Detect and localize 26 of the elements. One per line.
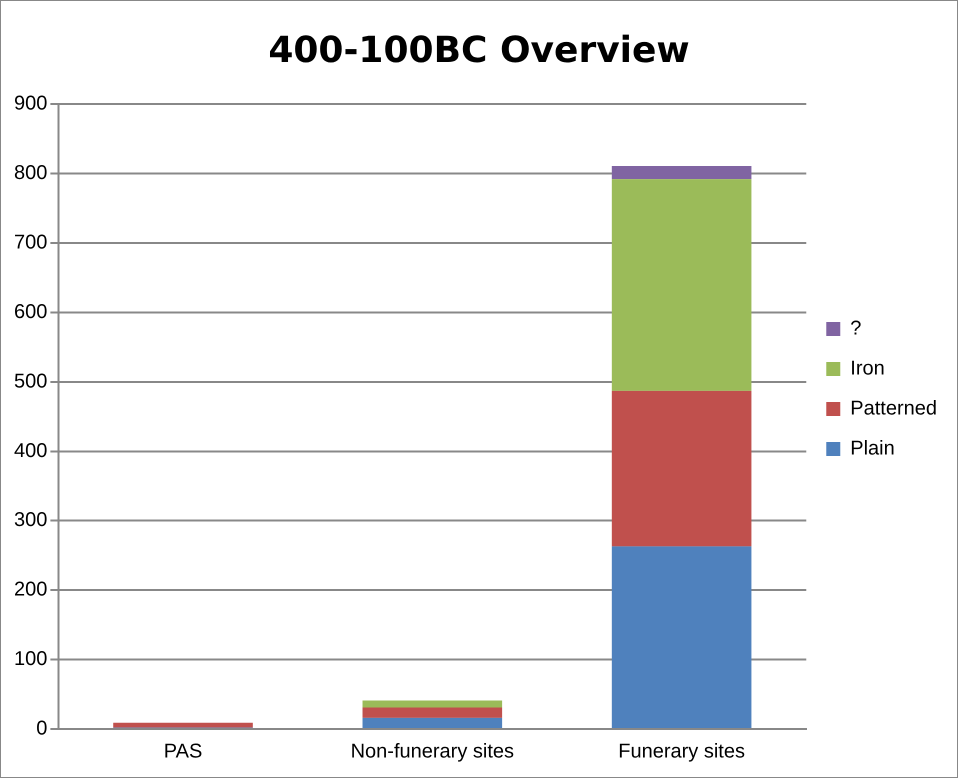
y-tick-label: 700 [14,232,48,254]
y-tick-label: 300 [14,509,48,532]
chart-title: 400-100BC Overview [268,30,690,71]
legend-label: Patterned [850,398,938,420]
legend-label: Plain [850,438,895,460]
y-tick-label: 200 [14,578,48,601]
bar [362,707,502,718]
bar [362,700,502,708]
bar [113,722,253,728]
bar [612,546,752,728]
x-tick-label: Funerary sites [618,740,745,763]
x-tick-label: Non-funerary sites [350,740,514,763]
legend-label: Iron [850,358,885,380]
y-tick-label: 100 [14,648,48,670]
bar [362,718,502,728]
bar [612,179,752,391]
y-tick-label: 400 [14,440,48,462]
y-tick-label: 600 [14,300,48,323]
y-tick-label: 800 [14,162,48,184]
x-tick-label: PAS [164,740,202,763]
legend-label: ? [850,318,862,340]
y-tick-label: 500 [14,370,48,392]
y-tick-label: 0 [36,718,48,740]
y-tick-label: 900 [14,92,48,115]
bar [612,390,752,546]
bar [612,166,752,180]
